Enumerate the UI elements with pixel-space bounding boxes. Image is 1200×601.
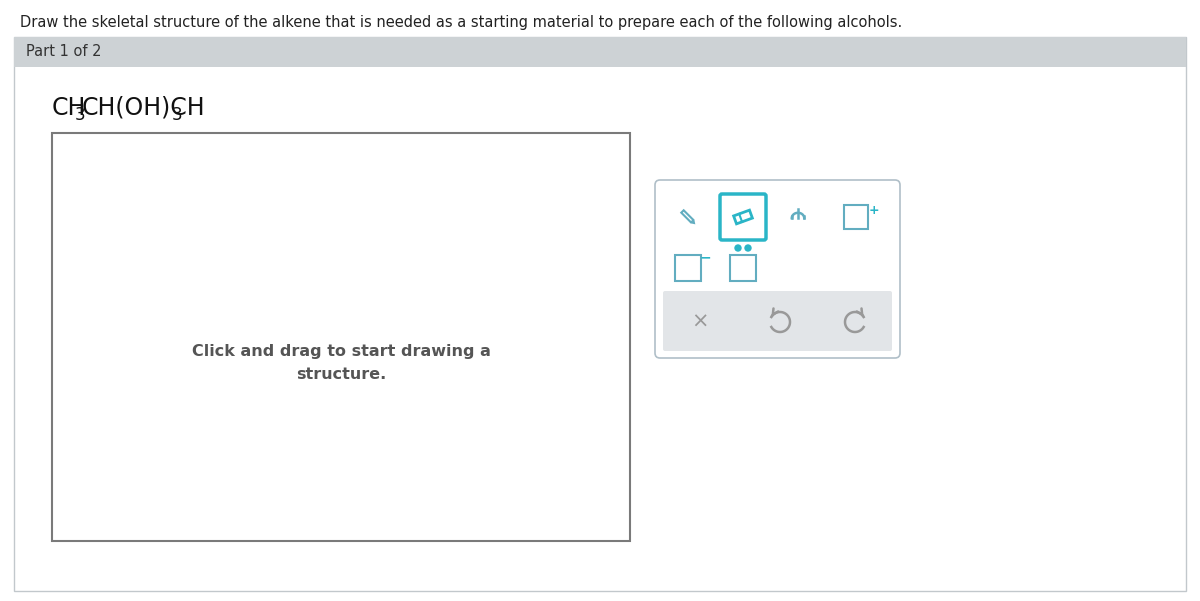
Bar [52, 133, 630, 541]
Bar [730, 255, 756, 281]
Bar [14, 37, 1186, 67]
Bar [844, 205, 868, 229]
Text: 3: 3 [74, 106, 85, 124]
FancyBboxPatch shape [662, 291, 892, 351]
Text: +: + [869, 204, 880, 217]
Text: −: − [700, 250, 712, 264]
Text: Draw the skeletal structure of the alkene that is needed as a starting material : Draw the skeletal structure of the alken… [20, 15, 902, 30]
Text: CH(OH)CH: CH(OH)CH [82, 96, 205, 120]
Circle shape [745, 245, 751, 251]
Text: ×: × [691, 312, 709, 332]
Bar [674, 255, 701, 281]
FancyBboxPatch shape [655, 180, 900, 358]
Text: CH: CH [52, 96, 86, 120]
Text: Part 1 of 2: Part 1 of 2 [26, 44, 102, 59]
Circle shape [734, 245, 742, 251]
Text: 3: 3 [172, 106, 182, 124]
FancyBboxPatch shape [720, 194, 766, 240]
Text: Click and drag to start drawing a
structure.: Click and drag to start drawing a struct… [192, 344, 491, 382]
